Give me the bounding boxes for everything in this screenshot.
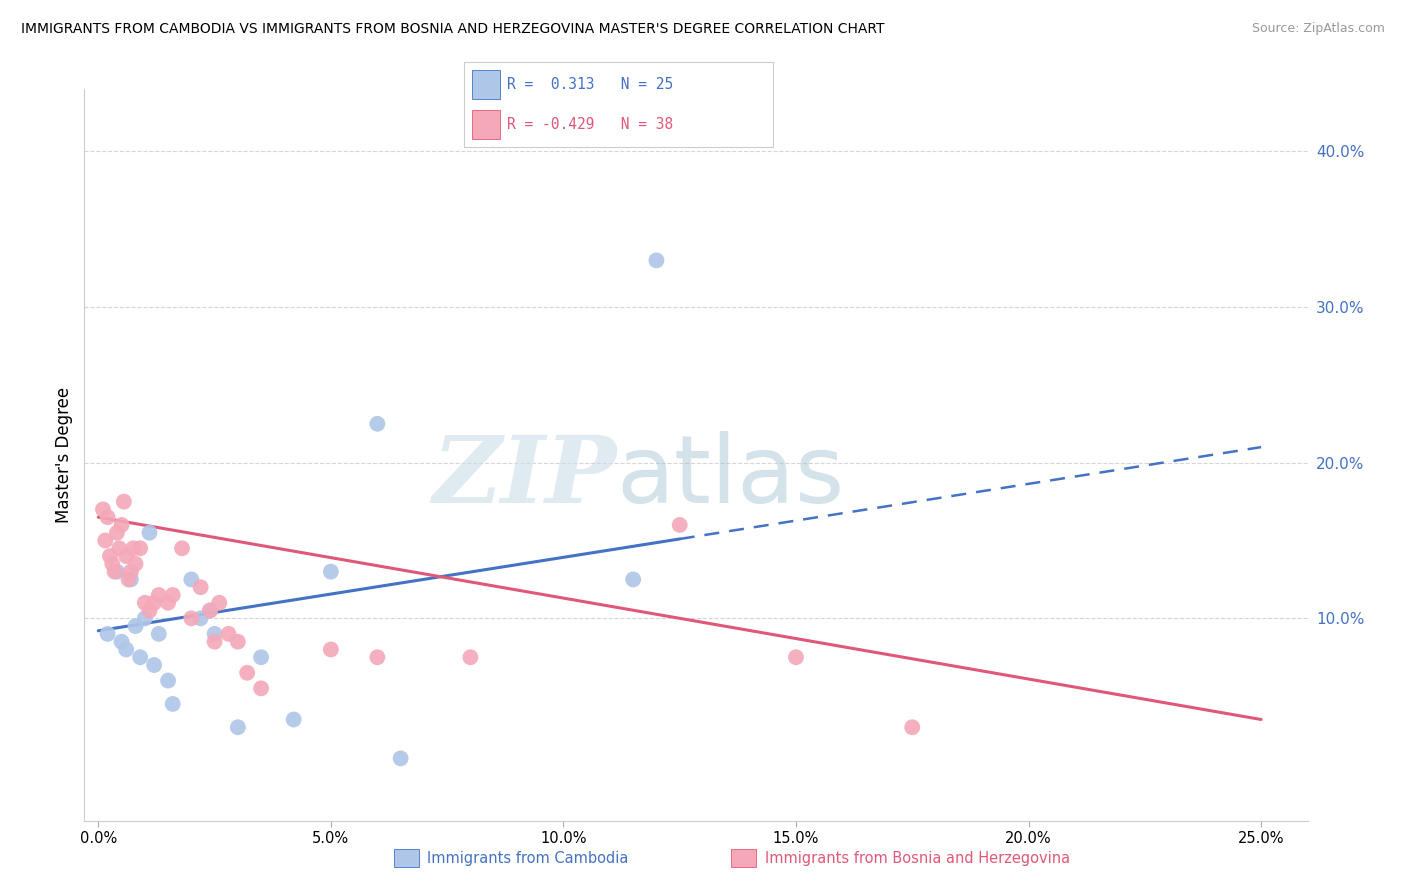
Point [621, 573, 644, 587]
Point [148, 627, 170, 641]
Point [157, 673, 180, 688]
Point [143, 658, 166, 673]
Point [460, 650, 482, 665]
Point [98, 549, 121, 563]
Bar [472, 70, 499, 99]
Point [250, 681, 273, 696]
Point [366, 650, 388, 665]
Point [226, 634, 249, 648]
Point [112, 494, 135, 508]
Text: atlas: atlas [616, 431, 845, 523]
Point [101, 557, 124, 571]
Point [104, 565, 127, 579]
Point [105, 565, 128, 579]
Point [124, 557, 146, 571]
Point [108, 541, 131, 556]
Point [115, 642, 138, 657]
Text: ZIP: ZIP [432, 432, 616, 522]
Point [157, 596, 180, 610]
Point [91, 502, 114, 516]
Point [138, 525, 160, 540]
Point [129, 541, 152, 556]
Point [110, 634, 132, 648]
Point [117, 573, 139, 587]
Point [148, 588, 170, 602]
Point [162, 697, 184, 711]
Point [785, 650, 807, 665]
Text: R = -0.429   N = 38: R = -0.429 N = 38 [508, 117, 673, 132]
Point [129, 650, 152, 665]
Point [366, 417, 388, 431]
Point [250, 650, 273, 665]
Point [134, 596, 156, 610]
Point [180, 573, 202, 587]
Text: Source: ZipAtlas.com: Source: ZipAtlas.com [1251, 22, 1385, 36]
Point [143, 596, 166, 610]
Point [319, 642, 342, 657]
Point [170, 541, 193, 556]
Text: IMMIGRANTS FROM CAMBODIA VS IMMIGRANTS FROM BOSNIA AND HERZEGOVINA MASTER'S DEGR: IMMIGRANTS FROM CAMBODIA VS IMMIGRANTS F… [21, 22, 884, 37]
Point [204, 634, 226, 648]
Point [389, 751, 412, 765]
Point [236, 665, 259, 680]
Point [97, 510, 120, 524]
Point [122, 541, 145, 556]
Point [190, 611, 212, 625]
Point [97, 627, 120, 641]
Point [283, 713, 305, 727]
Point [645, 253, 668, 268]
Point [138, 603, 160, 617]
Point [226, 720, 249, 734]
Y-axis label: Master's Degree: Master's Degree [55, 387, 73, 523]
Point [94, 533, 117, 548]
Text: R =  0.313   N = 25: R = 0.313 N = 25 [508, 77, 673, 92]
Point [180, 611, 202, 625]
Text: Immigrants from Bosnia and Herzegovina: Immigrants from Bosnia and Herzegovina [765, 851, 1070, 865]
Point [105, 525, 128, 540]
Bar [472, 110, 499, 139]
Point [208, 596, 231, 610]
Point [110, 518, 132, 533]
Point [198, 603, 221, 617]
Point [120, 565, 142, 579]
Point [218, 627, 240, 641]
Point [668, 518, 690, 533]
Point [901, 720, 924, 734]
Point [198, 603, 221, 617]
Point [134, 611, 156, 625]
Point [162, 588, 184, 602]
Point [124, 619, 146, 633]
Text: Immigrants from Cambodia: Immigrants from Cambodia [427, 851, 628, 865]
Point [319, 565, 342, 579]
Point [190, 580, 212, 594]
Point [204, 627, 226, 641]
Point [120, 573, 142, 587]
Point [115, 549, 138, 563]
